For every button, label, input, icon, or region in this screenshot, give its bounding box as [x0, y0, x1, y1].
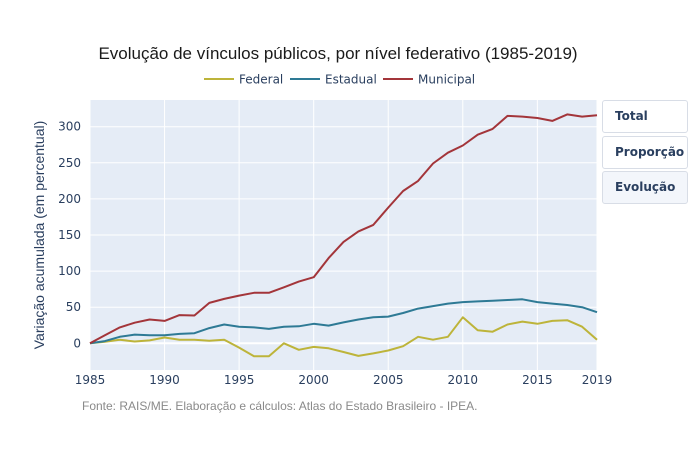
legend-label: Estadual [325, 73, 377, 87]
legend-item-estadual[interactable]: Estadual [290, 73, 377, 87]
evolucao-button[interactable]: Evolução [602, 171, 688, 204]
series-lines [89, 113, 598, 358]
chart-title: Evolução de vínculos públicos, por nível… [98, 44, 577, 63]
x-axis-ticks: 1985 1990 1995 2000 2005 2010 2015 2019 [75, 373, 613, 387]
y-tick-label: 300 [58, 120, 81, 134]
y-axis-label: Variação acumulada (em percentual) [31, 121, 47, 350]
x-tick-label: 2019 [582, 373, 613, 387]
total-button[interactable]: Total [602, 100, 688, 133]
y-tick-label: 150 [58, 228, 81, 242]
y-axis-ticks: 0 50 100 150 200 250 300 [58, 120, 81, 351]
proporcao-button[interactable]: Proporção [602, 136, 688, 169]
legend-item-federal[interactable]: Federal [204, 73, 283, 87]
x-tick-label: 2010 [448, 373, 479, 387]
x-tick-label: 2005 [373, 373, 404, 387]
y-tick-label: 50 [66, 300, 81, 314]
x-tick-label: 1990 [149, 373, 180, 387]
y-tick-label: 100 [58, 264, 81, 278]
legend-item-municipal[interactable]: Municipal [383, 73, 475, 87]
legend-label: Federal [239, 73, 283, 87]
source-note: Fonte: RAIS/ME. Elaboração e cálculos: A… [82, 399, 478, 413]
x-tick-label: 1995 [224, 373, 255, 387]
y-tick-label: 250 [58, 156, 81, 170]
y-tick-label: 0 [73, 336, 81, 350]
series-line-federal [89, 316, 598, 358]
series-line-municipal [89, 113, 598, 345]
legend-label: Municipal [418, 73, 475, 87]
y-tick-label: 200 [58, 192, 81, 206]
series-line-estadual [89, 298, 598, 345]
legend: Federal Estadual Municipal [204, 73, 475, 87]
gridlines [89, 100, 598, 370]
x-tick-label: 2015 [522, 373, 553, 387]
x-tick-label: 1985 [75, 373, 106, 387]
x-tick-label: 2000 [298, 373, 329, 387]
